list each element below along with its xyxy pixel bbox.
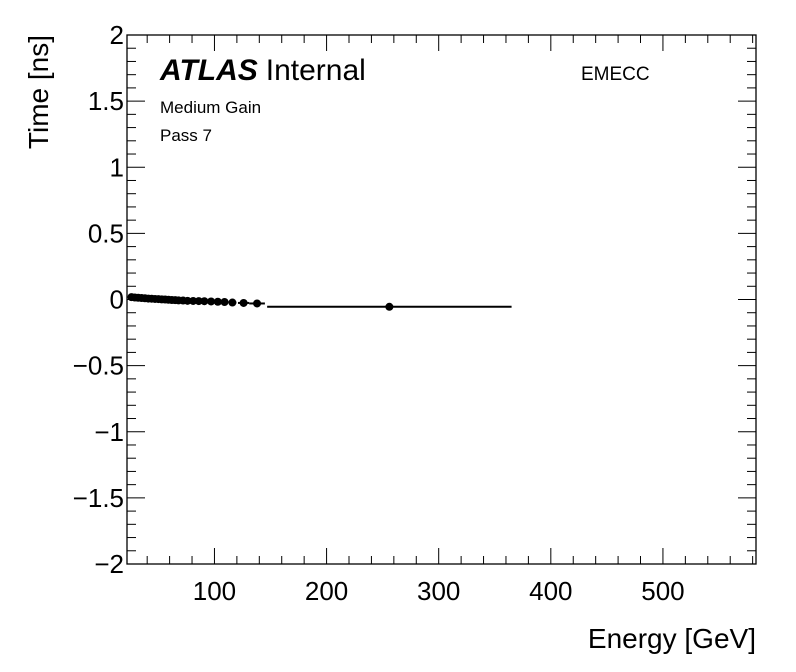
y-tick-label: −0.5 [73,351,124,381]
x-tick-label: 100 [193,576,236,606]
y-tick-label: 2 [110,20,124,50]
atlas-label: ATLAS Internal [159,54,366,87]
data-point [183,296,192,305]
data-series [127,293,512,311]
x-tick-label: 300 [417,576,460,606]
y-tick-label: 1 [110,152,124,182]
data-point [200,297,209,306]
data-point [207,297,216,306]
pass-annotation: Pass 7 [160,126,212,145]
y-axis-title: Time [ns] [23,35,54,149]
atlas-status-text: Internal [266,54,366,87]
data-point [385,302,394,311]
y-tick-label: 0 [110,285,124,315]
x-tick-label: 400 [529,576,572,606]
data-point [239,298,248,307]
y-tick-label: 1.5 [88,86,124,116]
y-tick-label: −2 [94,549,124,579]
gain-annotation: Medium Gain [160,98,261,117]
data-point [213,297,222,306]
data-point [253,299,262,308]
plot-frame [126,34,757,565]
y-tick-label: −1 [94,417,124,447]
atlas-experiment-text: ATLAS [159,54,258,87]
y-tick-label: −1.5 [73,483,124,513]
y-tick-label: 0.5 [88,218,124,248]
data-point [220,298,229,307]
x-axis-title: Energy [GeV] [588,623,756,654]
x-tick-labels: 100 200 300 400 500 [193,576,685,606]
x-tick-label: 200 [305,576,348,606]
x-tick-label: 500 [641,576,684,606]
y-tick-labels: 2 1.5 1 0.5 0 −0.5 −1 −1.5 −2 [73,20,124,579]
data-point [194,297,203,306]
data-point [189,296,198,305]
region-annotation: EMECC [581,64,650,85]
data-point [228,298,237,307]
